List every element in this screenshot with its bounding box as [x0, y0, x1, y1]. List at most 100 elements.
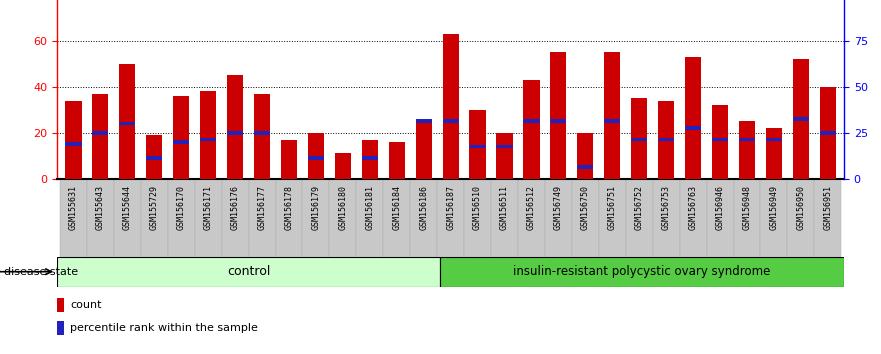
Bar	[545, 179, 572, 257]
Bar	[626, 179, 653, 257]
Bar	[631, 138, 648, 142]
Bar	[307, 133, 324, 179]
Bar	[739, 121, 755, 179]
Bar	[551, 52, 566, 179]
Bar	[551, 119, 566, 123]
Bar	[491, 179, 518, 257]
Bar	[335, 154, 351, 179]
Bar	[470, 145, 485, 148]
Bar	[416, 121, 432, 179]
Bar	[60, 179, 87, 257]
Text: GSM156177: GSM156177	[257, 185, 267, 230]
Bar	[712, 138, 728, 142]
Bar	[577, 133, 594, 179]
Text: GSM156763: GSM156763	[689, 185, 698, 230]
Bar	[57, 320, 64, 335]
Text: GSM156752: GSM156752	[634, 185, 644, 230]
Bar	[604, 119, 620, 123]
Bar	[356, 179, 383, 257]
Bar	[362, 139, 378, 179]
Bar	[200, 91, 216, 179]
Bar	[793, 59, 809, 179]
Bar	[442, 34, 459, 179]
Bar	[631, 98, 648, 179]
Bar	[793, 117, 809, 121]
Text: GSM156949: GSM156949	[769, 185, 779, 230]
Bar	[276, 179, 302, 257]
Bar	[329, 179, 356, 257]
Bar	[254, 93, 270, 179]
Bar	[87, 179, 114, 257]
Text: GSM155644: GSM155644	[122, 185, 132, 230]
Bar	[470, 110, 485, 179]
Bar	[766, 138, 782, 142]
Text: GSM156186: GSM156186	[419, 185, 428, 230]
Text: GSM156176: GSM156176	[231, 185, 240, 230]
Bar	[227, 131, 243, 135]
Bar	[464, 179, 491, 257]
Bar	[411, 179, 437, 257]
Bar	[819, 131, 836, 135]
Bar	[93, 131, 108, 135]
Bar	[141, 179, 167, 257]
Bar	[57, 257, 440, 287]
Bar	[496, 145, 513, 148]
Text: GSM156179: GSM156179	[311, 185, 321, 230]
Bar	[440, 257, 844, 287]
Bar	[119, 122, 136, 125]
Text: GSM156181: GSM156181	[366, 185, 374, 230]
Bar	[416, 119, 432, 123]
Text: GSM155643: GSM155643	[96, 185, 105, 230]
Bar	[167, 179, 195, 257]
Bar	[442, 119, 459, 123]
Bar	[146, 135, 162, 179]
Bar	[788, 179, 814, 257]
Bar	[819, 87, 836, 179]
Text: GSM156187: GSM156187	[446, 185, 455, 230]
Bar	[383, 179, 411, 257]
Text: GSM156950: GSM156950	[796, 185, 805, 230]
Text: GSM156951: GSM156951	[824, 185, 833, 230]
Bar	[604, 52, 620, 179]
Bar	[523, 80, 539, 179]
Bar	[200, 138, 216, 142]
Text: GSM156948: GSM156948	[743, 185, 751, 230]
Bar	[174, 96, 189, 179]
Bar	[222, 179, 248, 257]
Text: GSM156180: GSM156180	[338, 185, 347, 230]
Bar	[658, 138, 674, 142]
Text: GSM156751: GSM156751	[608, 185, 617, 230]
Bar	[496, 133, 513, 179]
Text: insulin-resistant polycystic ovary syndrome: insulin-resistant polycystic ovary syndr…	[514, 265, 771, 278]
Bar	[146, 156, 162, 160]
Bar	[760, 179, 788, 257]
Bar	[281, 139, 297, 179]
Bar	[227, 75, 243, 179]
Text: percentile rank within the sample: percentile rank within the sample	[70, 323, 258, 333]
Bar	[712, 105, 728, 179]
Text: GSM156178: GSM156178	[285, 185, 293, 230]
Text: count: count	[70, 300, 101, 310]
Bar	[57, 297, 64, 312]
Text: GSM156753: GSM156753	[662, 185, 670, 230]
Text: GSM156184: GSM156184	[392, 185, 401, 230]
Bar	[679, 179, 707, 257]
Text: control: control	[227, 265, 270, 278]
Text: GSM156750: GSM156750	[581, 185, 590, 230]
Bar	[685, 126, 701, 130]
Bar	[766, 128, 782, 179]
Bar	[302, 179, 329, 257]
Text: GSM156749: GSM156749	[554, 185, 563, 230]
Bar	[254, 131, 270, 135]
Bar	[65, 142, 82, 146]
Bar	[65, 101, 82, 179]
Text: GSM156512: GSM156512	[527, 185, 536, 230]
Bar	[653, 179, 679, 257]
Text: GSM156511: GSM156511	[500, 185, 509, 230]
Bar	[707, 179, 734, 257]
Bar	[174, 140, 189, 144]
Text: GSM156946: GSM156946	[715, 185, 724, 230]
Bar	[577, 165, 594, 169]
Bar	[93, 93, 108, 179]
Bar	[362, 156, 378, 160]
